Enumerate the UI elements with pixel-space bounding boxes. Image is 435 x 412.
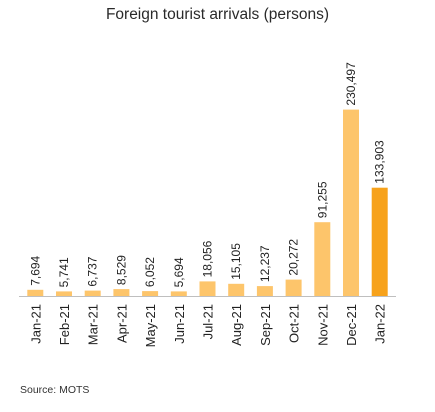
category-label: May-21 xyxy=(143,304,158,347)
category-label: Oct-21 xyxy=(287,304,302,343)
category-label: Jun-21 xyxy=(172,304,187,344)
bar-feb-21 xyxy=(56,291,72,296)
bar-mar-21 xyxy=(84,290,101,296)
value-label: 5,741 xyxy=(57,257,71,287)
category-label: Jul-21 xyxy=(201,304,216,339)
category-label: Aug-21 xyxy=(229,304,244,346)
bar-may-21 xyxy=(142,291,159,296)
value-label: 20,272 xyxy=(287,239,301,276)
bars-layer xyxy=(27,109,388,296)
value-labels-layer: 7,694 5,741 6,737 8,529 6,052 5,694 18,056 15,1… xyxy=(28,62,386,288)
value-label: 8,529 xyxy=(114,255,128,285)
bar-sep-21 xyxy=(256,286,273,296)
bar-jul-21 xyxy=(199,281,216,296)
value-label: 91,255 xyxy=(315,181,329,218)
chart-title: Foreign tourist arrivals (persons) xyxy=(105,6,330,23)
bar-oct-21 xyxy=(285,279,302,296)
bar-jan-22 xyxy=(371,187,388,296)
category-label: Nov-21 xyxy=(315,304,330,346)
bar-jun-21 xyxy=(170,291,187,296)
category-label: Feb-21 xyxy=(57,304,72,345)
bar-nov-21 xyxy=(314,222,331,296)
value-label: 6,052 xyxy=(143,257,157,287)
value-label: 18,056 xyxy=(201,240,215,277)
value-label: 12,237 xyxy=(258,245,272,282)
value-label: 15,105 xyxy=(229,243,243,280)
category-label: Jan-21 xyxy=(28,304,43,344)
value-label: 6,737 xyxy=(86,256,100,286)
tick-labels-layer: Jan-21 Feb-21 Mar-21 Apr-21 May-21 Jun-21 Jul-… xyxy=(28,304,387,347)
value-label: 133,903 xyxy=(373,140,387,184)
bar-aug-21 xyxy=(228,283,245,296)
bar-apr-21 xyxy=(113,289,130,296)
category-label: Mar-21 xyxy=(86,304,101,345)
value-label: 7,694 xyxy=(28,255,42,285)
category-label: Jan-22 xyxy=(373,304,388,344)
category-label: Apr-21 xyxy=(114,304,129,343)
category-label: Sep-21 xyxy=(258,304,273,346)
chart-source: Source: MOTS xyxy=(20,384,90,396)
value-label: 5,694 xyxy=(172,257,186,287)
bar-dec-21 xyxy=(343,109,359,296)
bar-jan-21 xyxy=(27,289,44,296)
category-label: Dec-21 xyxy=(344,304,359,346)
value-label: 230,497 xyxy=(344,62,358,106)
